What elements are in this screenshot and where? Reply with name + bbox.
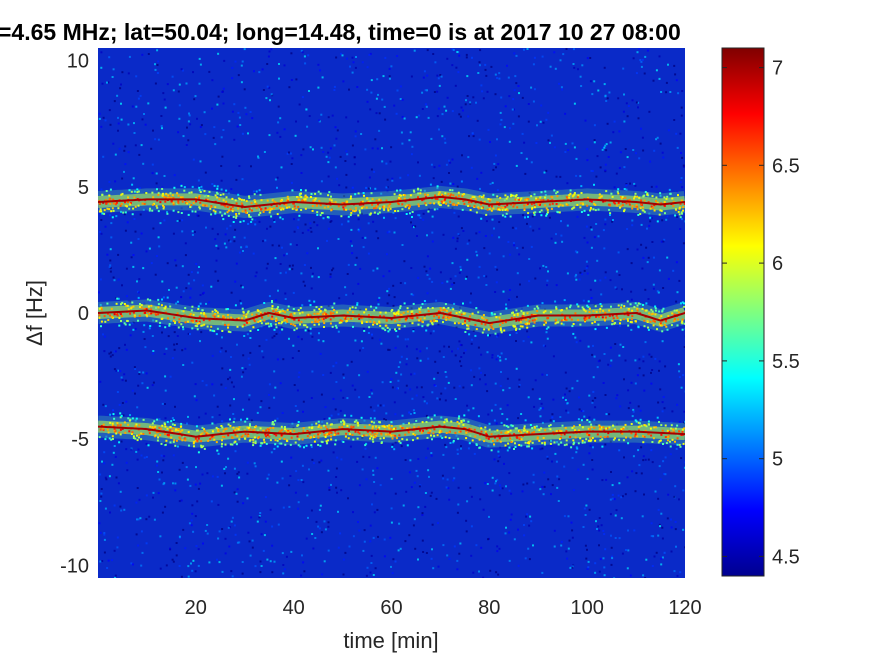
colorbar-tick-label: 7 [772,58,783,80]
y-tick-label: 10 [67,51,89,73]
plot-area [98,48,685,578]
colorbar-tick-label: 6 [772,253,783,275]
colorbar: 4.5 5 5.5 6 6.5 7 [721,47,800,577]
colorbar-ticks: 4.5 5 5.5 6 6.5 7 [722,58,800,568]
y-tick-label: 5 [78,177,89,199]
x-tick-label: 40 [283,597,305,619]
band-ridge [98,425,685,438]
colorbar-tick-label: 5 [772,449,783,471]
colorbar-gradient [721,47,765,577]
y-tick-label: -5 [71,429,89,451]
y-axis: -10 -5 0 5 10 [60,51,89,578]
band-ridge [98,195,685,208]
x-tick-label: 80 [478,597,500,619]
colorbar-tick-label: 5.5 [772,351,800,373]
x-axis: 20 40 60 80 100 120 [185,597,702,619]
colorbar-tick-label: 6.5 [772,155,800,177]
chart-title: =4.65 MHz; lat=50.04; long=14.48, time=0… [0,19,681,45]
y-tick-label: -10 [60,555,89,577]
y-axis-label: Δf [Hz] [22,280,47,346]
x-tick-label: 120 [668,597,701,619]
band-ridge [98,309,685,325]
x-tick-label: 100 [571,597,604,619]
band-2 [98,295,685,339]
band-1 [98,180,685,226]
x-tick-label: 60 [380,597,402,619]
colorbar-tick-label: 4.5 [772,546,800,568]
signal-bands [98,180,685,455]
y-tick-label: 0 [78,303,89,325]
x-tick-label: 20 [185,597,207,619]
x-axis-label: time [min] [343,628,438,653]
band-3 [98,409,685,455]
